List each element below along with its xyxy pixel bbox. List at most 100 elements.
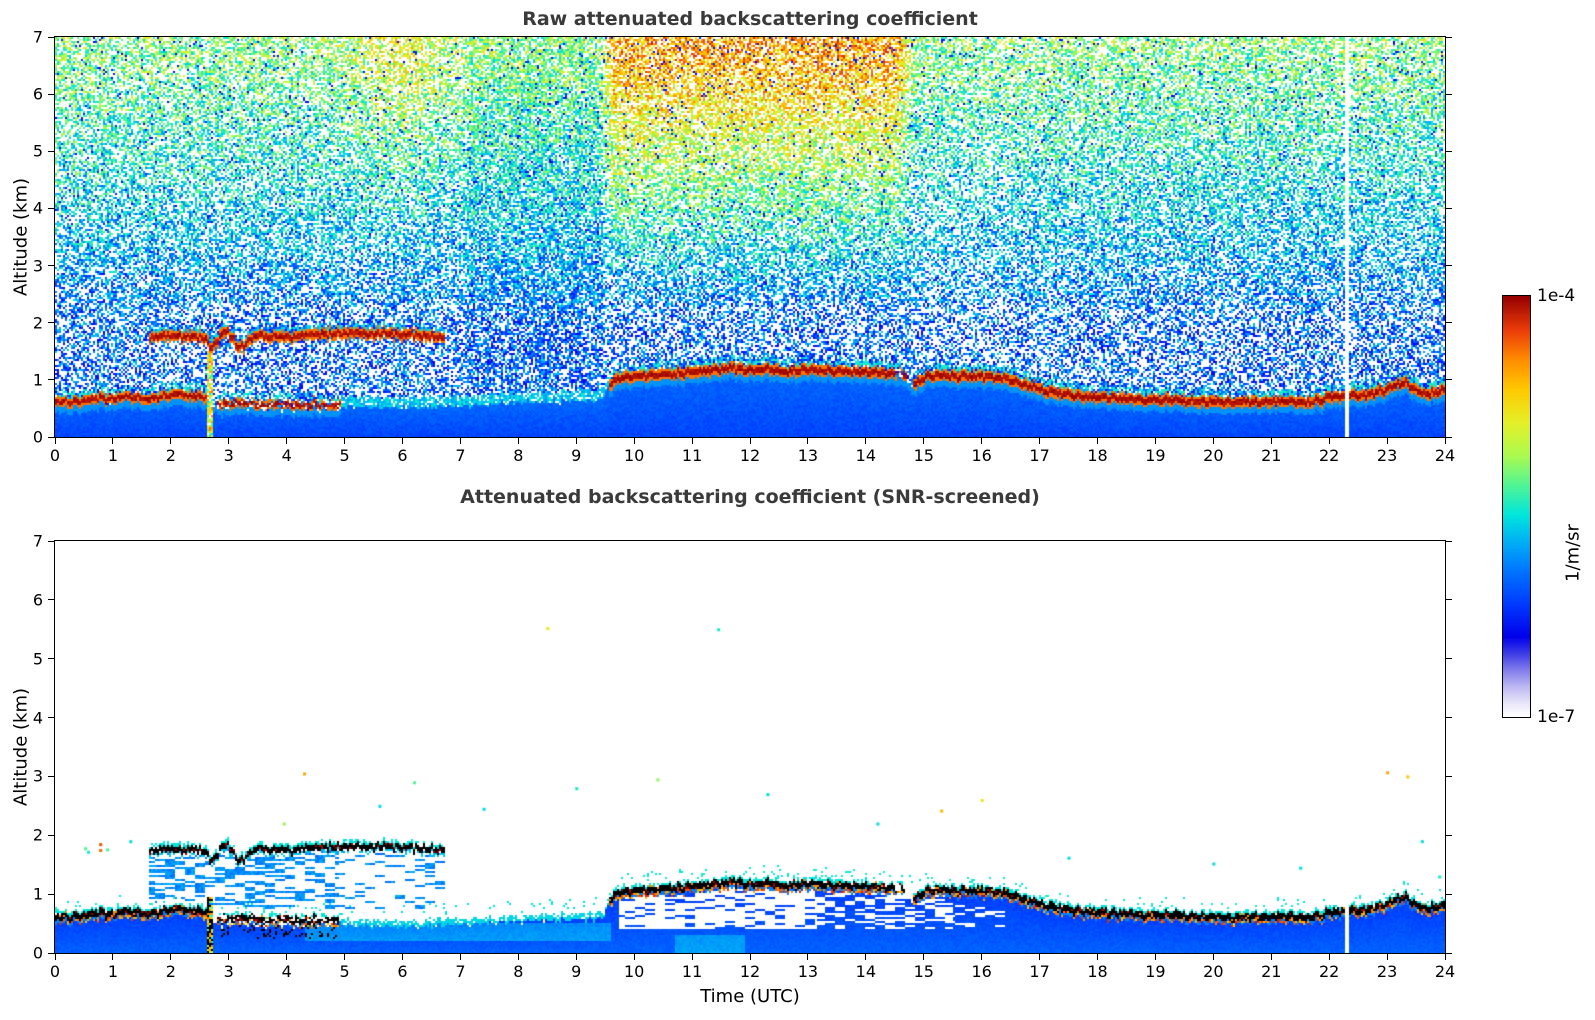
x-tick-label: 19 <box>1145 446 1166 465</box>
x-tick-label: 9 <box>571 962 582 981</box>
y-tick-label: 4 <box>32 708 43 728</box>
y-tick-right <box>1446 150 1452 152</box>
x-tick-label: 21 <box>1261 962 1282 981</box>
x-tick-label: 4 <box>281 446 292 465</box>
raw-heatmap-canvas <box>55 37 1445 437</box>
x-tick-label: 5 <box>339 962 350 981</box>
colorbar-min-label: 1e-7 <box>1537 707 1576 727</box>
y-tick <box>48 893 54 895</box>
x-tick-label: 10 <box>623 962 645 981</box>
raw-panel-title: Raw attenuated backscattering coefficien… <box>522 8 978 30</box>
x-tick <box>517 954 519 960</box>
colorbar-max-label: 1e-4 <box>1537 286 1576 306</box>
x-tick <box>691 954 693 960</box>
y-tick-label: 0 <box>32 427 43 447</box>
x-tick <box>228 438 230 444</box>
y-tick-label: 2 <box>32 313 43 333</box>
x-tick-label: 1 <box>107 962 118 981</box>
x-tick <box>1328 954 1330 960</box>
x-tick <box>112 438 114 444</box>
x-tick <box>807 438 809 444</box>
x-tick <box>633 954 635 960</box>
y-tick <box>48 540 54 542</box>
x-tick <box>1328 438 1330 444</box>
y-tick <box>48 93 54 95</box>
x-tick-label: 11 <box>681 446 703 465</box>
y-tick <box>48 775 54 777</box>
y-tick-right <box>1446 436 1452 438</box>
x-tick <box>1444 954 1446 960</box>
colorbar-unit-label: 1/m/sr <box>1562 524 1584 582</box>
x-tick <box>1097 438 1098 444</box>
x-tick-label: 7 <box>455 446 466 465</box>
x-tick-label: 16 <box>971 962 992 981</box>
x-tick-label: 0 <box>49 446 61 465</box>
x-tick <box>112 954 114 960</box>
raw-panel-plot <box>54 36 1446 438</box>
y-tick-label: 7 <box>32 27 43 47</box>
x-tick-label: 24 <box>1434 962 1456 981</box>
x-tick-label: 12 <box>739 962 761 981</box>
y-tick-right <box>1446 540 1452 542</box>
x-tick-label: 8 <box>513 962 524 981</box>
y-tick-label: 5 <box>32 649 43 669</box>
y-tick-right <box>1446 265 1452 267</box>
x-tick <box>749 438 751 444</box>
y-axis-label-screened: Altitude (km) <box>10 687 32 807</box>
y-tick-label: 0 <box>32 943 43 963</box>
y-tick-label: 4 <box>32 198 43 218</box>
y-tick-right <box>1446 93 1452 95</box>
x-tick-label: 10 <box>623 446 645 465</box>
x-tick-label: 4 <box>281 962 292 981</box>
x-tick <box>1386 438 1388 444</box>
x-tick-label: 24 <box>1434 446 1456 465</box>
y-axis-label-raw: Altitude (km) <box>10 177 32 297</box>
x-tick-label: 11 <box>681 962 703 981</box>
y-tick <box>48 436 54 438</box>
x-tick <box>54 438 56 444</box>
x-tick-label: 0 <box>49 962 61 981</box>
y-tick-right <box>1446 658 1452 660</box>
y-tick <box>48 952 54 954</box>
x-tick <box>170 954 172 960</box>
x-tick-label: 3 <box>223 962 234 981</box>
x-tick-label: 20 <box>1203 446 1224 465</box>
y-tick-right <box>1446 775 1452 777</box>
y-tick-right <box>1446 717 1452 719</box>
x-tick-label: 2 <box>165 962 176 981</box>
y-tick-right <box>1446 322 1452 324</box>
x-tick <box>344 954 346 960</box>
y-tick <box>48 379 54 381</box>
y-tick-right <box>1446 379 1452 381</box>
x-tick <box>575 954 577 960</box>
x-tick-label: 19 <box>1145 962 1166 981</box>
y-tick <box>48 658 54 660</box>
y-tick <box>48 322 54 324</box>
x-tick <box>286 438 288 444</box>
y-tick-right <box>1446 207 1452 209</box>
y-tick <box>48 717 54 719</box>
x-tick <box>402 438 403 444</box>
x-tick-label: 15 <box>913 446 934 465</box>
y-tick-label: 6 <box>32 84 43 104</box>
x-tick <box>575 438 577 444</box>
x-tick <box>923 954 925 960</box>
x-tick-label: 14 <box>855 962 877 981</box>
x-tick <box>1270 954 1272 960</box>
x-tick-label: 23 <box>1376 446 1398 465</box>
x-tick-label: 18 <box>1087 962 1108 981</box>
y-tick-label: 3 <box>32 766 43 786</box>
x-axis-label: Time (UTC) <box>700 986 800 1007</box>
x-tick-label: 6 <box>397 962 408 981</box>
y-tick <box>48 150 54 152</box>
y-tick-right <box>1446 952 1452 954</box>
x-tick <box>981 438 983 444</box>
x-tick-label: 9 <box>571 446 582 465</box>
y-tick-label: 5 <box>32 141 43 161</box>
y-tick <box>48 265 54 267</box>
y-tick-label: 2 <box>32 825 43 845</box>
x-tick-label: 17 <box>1029 446 1050 465</box>
y-tick-label: 1 <box>32 370 43 390</box>
x-tick <box>1154 438 1156 444</box>
y-tick <box>48 599 54 601</box>
